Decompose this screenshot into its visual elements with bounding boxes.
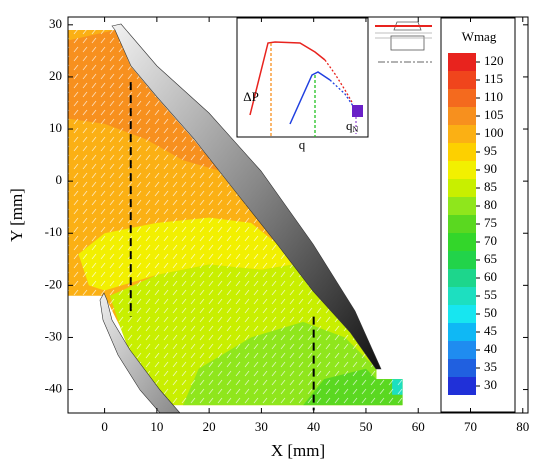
upper-blade (111, 23, 382, 370)
colorbar-swatch (448, 143, 476, 161)
colorbar-label: 80 (484, 197, 497, 212)
inset-marker (352, 105, 363, 117)
x-tick-label: 50 (359, 419, 372, 434)
y-tick-label: 20 (49, 68, 62, 83)
colorbar-label: 115 (484, 71, 503, 86)
inset-marker-label: qN (346, 118, 359, 134)
x-tick-label: 70 (464, 419, 477, 434)
colorbar-label: 100 (484, 125, 504, 140)
colorbar-swatch (448, 323, 476, 341)
inset-y-label: ΔP (243, 89, 259, 104)
colorbar-swatch (448, 341, 476, 359)
hatch-overlay (68, 30, 403, 406)
x-tick-label: 40 (307, 419, 320, 434)
schematic (375, 21, 432, 63)
x-tick-label: 0 (101, 419, 108, 434)
colorbar-label: 35 (484, 359, 497, 374)
inset-x-label: q (299, 137, 306, 152)
colorbar-swatch (448, 305, 476, 323)
x-tick-label: 60 (412, 419, 425, 434)
colorbar-swatch (448, 179, 476, 197)
colorbar-label: 65 (484, 251, 497, 266)
y-tick-label: -10 (45, 224, 62, 239)
y-axis-label: Y [mm] (7, 188, 26, 242)
y-tick-label: -40 (45, 381, 62, 396)
colorbar-label: 45 (484, 323, 497, 338)
colorbar-label: 90 (484, 161, 497, 176)
y-tick-label: -20 (45, 276, 62, 291)
colorbar-swatch (448, 269, 476, 287)
colorbar-swatch (448, 377, 476, 395)
x-tick-label: 20 (203, 419, 216, 434)
colorbar-label: 55 (484, 287, 497, 302)
y-tick-label: 30 (49, 16, 62, 31)
inset-blue-dotted (329, 79, 354, 107)
marker-q: q (346, 118, 353, 133)
x-axis-label: X [mm] (271, 441, 325, 460)
colorbar-label: 95 (484, 143, 497, 158)
colorbar-swatch (448, 107, 476, 125)
colorbar-swatch (448, 359, 476, 377)
inset-blue-curve (289, 71, 331, 125)
marker-subscript: N (353, 125, 359, 134)
plot-frame (67, 16, 529, 414)
colorbar-swatch (448, 71, 476, 89)
colorbar-label: 50 (484, 305, 497, 320)
schematic-box (390, 35, 425, 51)
colorbar-swatch (448, 197, 476, 215)
colorbar-label: 30 (484, 377, 497, 392)
x-tick-label: 30 (255, 419, 268, 434)
y-tick-label: 10 (49, 120, 62, 135)
colorbar-label: 70 (484, 233, 497, 248)
colorbar-swatch (448, 161, 476, 179)
axes: 0 10 20 30 40 50 60 70 80 -40 -30 -20 -10 0 10 20 30 (45, 16, 530, 434)
x-tick-label: 80 (516, 419, 529, 434)
colorbar-swatch (448, 215, 476, 233)
colorbar-label: 120 (484, 53, 504, 68)
colorbar-title: Wmag (462, 29, 497, 44)
inset-red-dotted (324, 59, 354, 105)
colorbar-label: 85 (484, 179, 497, 194)
colorbar-label: 60 (484, 269, 497, 284)
y-tick-label: 0 (56, 172, 63, 187)
colorbar-swatch (448, 251, 476, 269)
colorbar-label: 110 (484, 89, 503, 104)
colorbar-swatch (448, 287, 476, 305)
colorbar-swatch (448, 125, 476, 143)
colorbar-label: 75 (484, 215, 497, 230)
y-tick-label: -30 (45, 328, 62, 343)
colorbar: 120 115 110 105 100 95 90 85 80 75 70 65 60 55 50 45 40 3… (448, 53, 504, 395)
schematic-top (393, 21, 422, 31)
colorbar-swatch (448, 233, 476, 251)
colorbar-swatch (448, 89, 476, 107)
contour-regions (68, 30, 403, 411)
colorbar-label: 105 (484, 107, 504, 122)
colorbar-label: 40 (484, 341, 497, 356)
colorbar-swatch (448, 53, 476, 71)
inset-red-curve (249, 41, 326, 116)
x-tick-label: 10 (150, 419, 163, 434)
inset: ΔP q qN (236, 17, 369, 152)
